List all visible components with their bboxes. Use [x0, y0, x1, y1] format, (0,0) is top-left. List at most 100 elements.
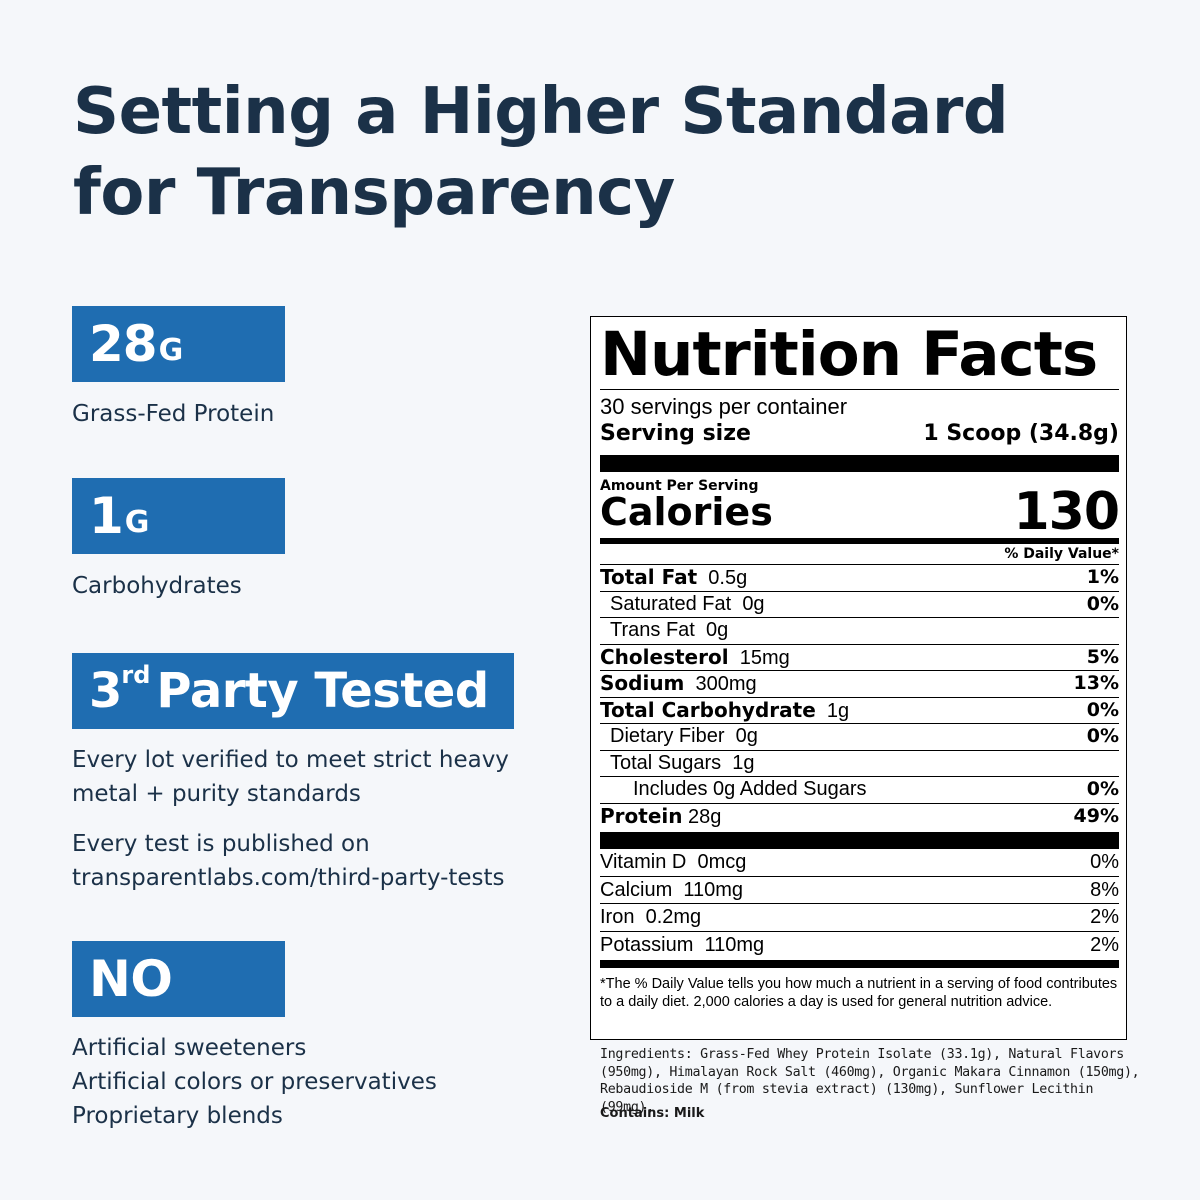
vitamin-label: Calcium — [600, 878, 673, 901]
nutrient-amount: 0.5g — [708, 567, 748, 589]
badge-unit: G — [158, 332, 184, 368]
nutrient-row-trans-fat: Trans Fat 0g — [600, 617, 1119, 644]
nutrient-dv: 0% — [1086, 698, 1119, 721]
badge-value: 28 — [89, 315, 158, 373]
amount-per-serving: Amount Per Serving — [600, 478, 759, 494]
calories-value: 130 — [1013, 482, 1120, 542]
exclusions-list: Artificial sweeteners Artificial colors … — [72, 1031, 437, 1133]
test-url: transparentlabs.com/third-party-tests — [72, 865, 505, 891]
nutrition-title: Nutrition Facts — [600, 319, 1098, 390]
allergen-statement: Contains: Milk — [600, 1106, 705, 1121]
vitamin-row-iron: Iron 0.2mg 2% — [600, 903, 1119, 931]
vitamin-row-potassium: Potassium 110mg 2% — [600, 930, 1119, 959]
serving-size-value: 1 Scoop (34.8g) — [923, 421, 1119, 446]
nutrient-dv: 49% — [1073, 804, 1119, 827]
daily-value-header: % Daily Value* — [1004, 546, 1119, 562]
badge-value: 1 — [89, 487, 124, 545]
nutrient-label: Protein — [600, 803, 683, 828]
list-item: Artificial colors or preservatives — [72, 1069, 437, 1095]
servings-per-container: 30 servings per container — [600, 394, 848, 419]
nutrient-label: Trans Fat — [610, 619, 695, 641]
vitamin-dv: 2% — [1090, 933, 1119, 956]
nutrient-amount: 15mg — [739, 646, 790, 669]
vitamin-row-calcium: Calcium 110mg 8% — [600, 875, 1119, 904]
nutrient-amount: 1g — [826, 699, 850, 722]
nutrient-dv: 5% — [1086, 645, 1119, 668]
nutrient-row-protein: Protein 28g 49% — [600, 802, 1119, 830]
nutrient-row-cholesterol: Cholesterol 15mg 5% — [600, 643, 1119, 671]
badge-ordinal: rd — [121, 661, 151, 689]
title-line-2: for Transparency — [73, 156, 675, 230]
nutrient-amount: 1g — [732, 751, 755, 774]
nutrient-dv: 13% — [1073, 672, 1119, 694]
medium-divider — [600, 960, 1119, 968]
nutrient-row-total-fat: Total Fat 0.5g 1% — [600, 564, 1119, 591]
protein-badge: 28 G — [72, 306, 285, 382]
caption-line: Every lot verified to meet strict heavy — [72, 747, 509, 773]
badge-number: 3 — [89, 663, 122, 719]
nutrient-row-dietary-fiber: Dietary Fiber 0g 0% — [600, 723, 1119, 750]
vitamin-dv: 8% — [1090, 878, 1119, 901]
ingredients-text: Ingredients: Grass-Fed Whey Protein Isol… — [600, 1047, 1140, 1115]
nutrient-label: Dietary Fiber — [610, 725, 725, 747]
nutrient-dv: 0% — [1086, 725, 1119, 747]
daily-value-footnote: *The % Daily Value tells you how much a … — [600, 976, 1118, 1010]
nutrient-amount: 28g — [688, 805, 722, 828]
caption-line: metal + purity standards — [72, 781, 361, 807]
testing-caption: Every lot verified to meet strict heavy … — [72, 743, 509, 811]
caption-line: Grass-Fed Protein — [72, 401, 275, 427]
vitamin-label: Iron — [600, 906, 635, 928]
nutrient-dv: 0% — [1086, 778, 1119, 800]
vitamin-amount: 0.2mg — [645, 906, 702, 928]
serving-size-row: Serving size 1 Scoop (34.8g) — [600, 420, 1119, 448]
vitamin-dv: 2% — [1090, 906, 1119, 928]
no-badge: NO — [72, 941, 285, 1017]
nutrition-facts-panel: Nutrition Facts 30 servings per containe… — [590, 316, 1127, 1040]
nutrient-label: Includes 0g Added Sugars — [633, 778, 867, 800]
nutrient-dv: 0% — [1086, 592, 1119, 615]
nutrient-amount: 300mg — [695, 673, 757, 695]
badge-word: NO — [89, 950, 173, 1008]
list-item: Proprietary blends — [72, 1103, 283, 1129]
nutrient-row-added-sugars: Includes 0g Added Sugars 0% — [600, 776, 1119, 803]
vitamin-amount: 110mg — [683, 878, 744, 901]
calories-row: Calories 130 — [600, 482, 1120, 542]
title-line-1: Setting a Higher Standard — [73, 75, 1009, 149]
list-item: Artificial sweeteners — [72, 1035, 307, 1061]
vitamin-dv: 0% — [1090, 851, 1119, 873]
divider — [600, 389, 1119, 390]
nutrient-amount: 0g — [705, 619, 729, 641]
carbohydrates-caption: Carbohydrates — [72, 569, 242, 603]
badge-unit: G — [124, 504, 150, 540]
nutrient-label: Sodium — [600, 671, 685, 695]
nutrient-label: Total Sugars — [610, 751, 722, 774]
vitamin-label: Potassium — [600, 933, 694, 956]
vitamin-amount: 0mcg — [697, 851, 747, 873]
page-title: Setting a Higher Standard for Transparen… — [73, 72, 1123, 234]
thick-divider — [600, 832, 1119, 849]
vitamin-row-vitamin-d: Vitamin D 0mcg 0% — [600, 849, 1119, 876]
nutrient-label: Cholesterol — [600, 644, 729, 669]
serving-size-label: Serving size — [600, 421, 751, 446]
nutrient-row-total-carbohydrate: Total Carbohydrate 1g 0% — [600, 696, 1119, 724]
nutrient-label: Total Carbohydrate — [600, 697, 816, 722]
medium-divider — [600, 538, 1119, 544]
vitamin-label: Vitamin D — [600, 851, 687, 873]
badge-word: Party Tested — [156, 663, 489, 719]
nutrient-amount: 0g — [742, 592, 765, 615]
nutrient-dv: 1% — [1086, 566, 1119, 588]
protein-caption: Grass-Fed Protein — [72, 397, 274, 431]
calories-label: Calories — [600, 490, 773, 534]
vitamin-amount: 110mg — [704, 933, 765, 956]
caption-line: Carbohydrates — [72, 573, 242, 599]
nutrient-row-total-sugars: Total Sugars 1g — [600, 749, 1119, 777]
nutrient-row-saturated-fat: Saturated Fat 0g 0% — [600, 590, 1119, 618]
nutrient-amount: 0g — [735, 725, 758, 747]
test-publication-caption: Every test is published on transparentla… — [72, 827, 505, 895]
nutrient-label: Saturated Fat — [610, 592, 732, 615]
thick-divider — [600, 455, 1119, 472]
caption-line: Every test is published on — [72, 831, 370, 857]
nutrient-row-sodium: Sodium 300mg 13% — [600, 670, 1119, 697]
